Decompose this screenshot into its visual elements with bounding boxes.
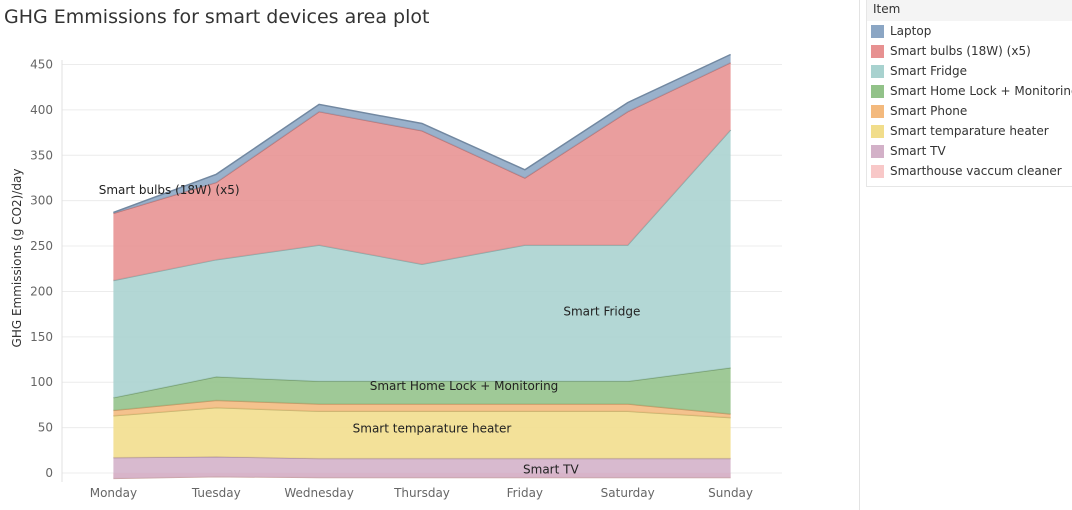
legend-title: Item (867, 0, 1072, 21)
y-tick-label: 150 (30, 330, 53, 344)
y-tick-label: 450 (30, 57, 53, 71)
y-tick-label: 300 (30, 194, 53, 208)
legend-label: Smarthouse vaccum cleaner (890, 164, 1062, 178)
y-tick-label: 400 (30, 103, 53, 117)
x-tick-label: Monday (90, 486, 137, 500)
legend-swatch (871, 124, 884, 138)
area-annotation: Smart bulbs (18W) (x5) (99, 183, 240, 197)
legend-swatch (871, 24, 884, 38)
x-tick-label: Saturday (601, 486, 655, 500)
y-tick-label: 100 (30, 375, 53, 389)
legend-label: Smart bulbs (18W) (x5) (890, 44, 1031, 58)
legend-label: Smart temparature heater (890, 124, 1049, 138)
chart-title: GHG Emmissions for smart devices area pl… (4, 6, 430, 28)
area-series (113, 407, 731, 459)
y-tick-label: 0 (45, 466, 53, 480)
area-annotation: Smart Home Lock + Monitoring (370, 379, 559, 393)
y-tick-label: 200 (30, 284, 53, 298)
area-series (113, 456, 731, 479)
x-tick-label: Sunday (708, 486, 753, 500)
legend-item[interactable]: Smart Fridge (867, 61, 1072, 81)
area-series-edge (113, 53, 731, 214)
legend-label: Smart Home Lock + Monitoring (890, 84, 1072, 98)
area-annotation: Smart TV (523, 462, 579, 476)
legend-item[interactable]: Smart TV (867, 141, 1072, 161)
legend-swatch (871, 144, 884, 158)
y-tick-label: 250 (30, 239, 53, 253)
legend-swatch (871, 64, 884, 78)
legend-swatch (871, 44, 884, 58)
y-tick-label: 50 (38, 421, 53, 435)
x-tick-label: Friday (507, 486, 543, 500)
legend-swatch (871, 104, 884, 118)
area-series (113, 62, 731, 281)
legend-swatch (871, 84, 884, 98)
x-tick-label: Thursday (393, 486, 450, 500)
legend-item[interactable]: Smart bulbs (18W) (x5) (867, 41, 1072, 61)
legend: Item Laptop Smart bulbs (18W) (x5) Smart F… (866, 0, 1072, 187)
area-chart: 0 50 100 150 200 250 300 350 400 450 Monday Tuesday… (10, 53, 782, 500)
legend-item[interactable]: Smart Phone (867, 101, 1072, 121)
legend-item[interactable]: Smart Home Lock + Monitoring (867, 81, 1072, 101)
legend-label: Smart Fridge (890, 64, 968, 78)
area-series (113, 129, 731, 398)
x-tick-label: Wednesday (284, 486, 353, 500)
legend-items: Laptop Smart bulbs (18W) (x5) Smart Fridge… (867, 21, 1072, 181)
legend-item[interactable]: Laptop (867, 21, 1072, 41)
legend-item[interactable]: Smarthouse vaccum cleaner (867, 161, 1072, 181)
area-annotation: Smart temparature heater (353, 422, 512, 436)
area-annotation: Smart Fridge (563, 304, 640, 318)
x-tick-label: Tuesday (191, 486, 241, 500)
y-axis-label: GHG Emmissions (g CO2)/day (10, 169, 24, 348)
legend-swatch (871, 164, 884, 178)
legend-label: Laptop (890, 24, 932, 38)
y-tick-label: 350 (30, 148, 53, 162)
legend-label: Smart TV (890, 144, 946, 158)
panel-divider (859, 0, 860, 510)
legend-label: Smart Phone (890, 104, 968, 118)
legend-item[interactable]: Smart temparature heater (867, 121, 1072, 141)
